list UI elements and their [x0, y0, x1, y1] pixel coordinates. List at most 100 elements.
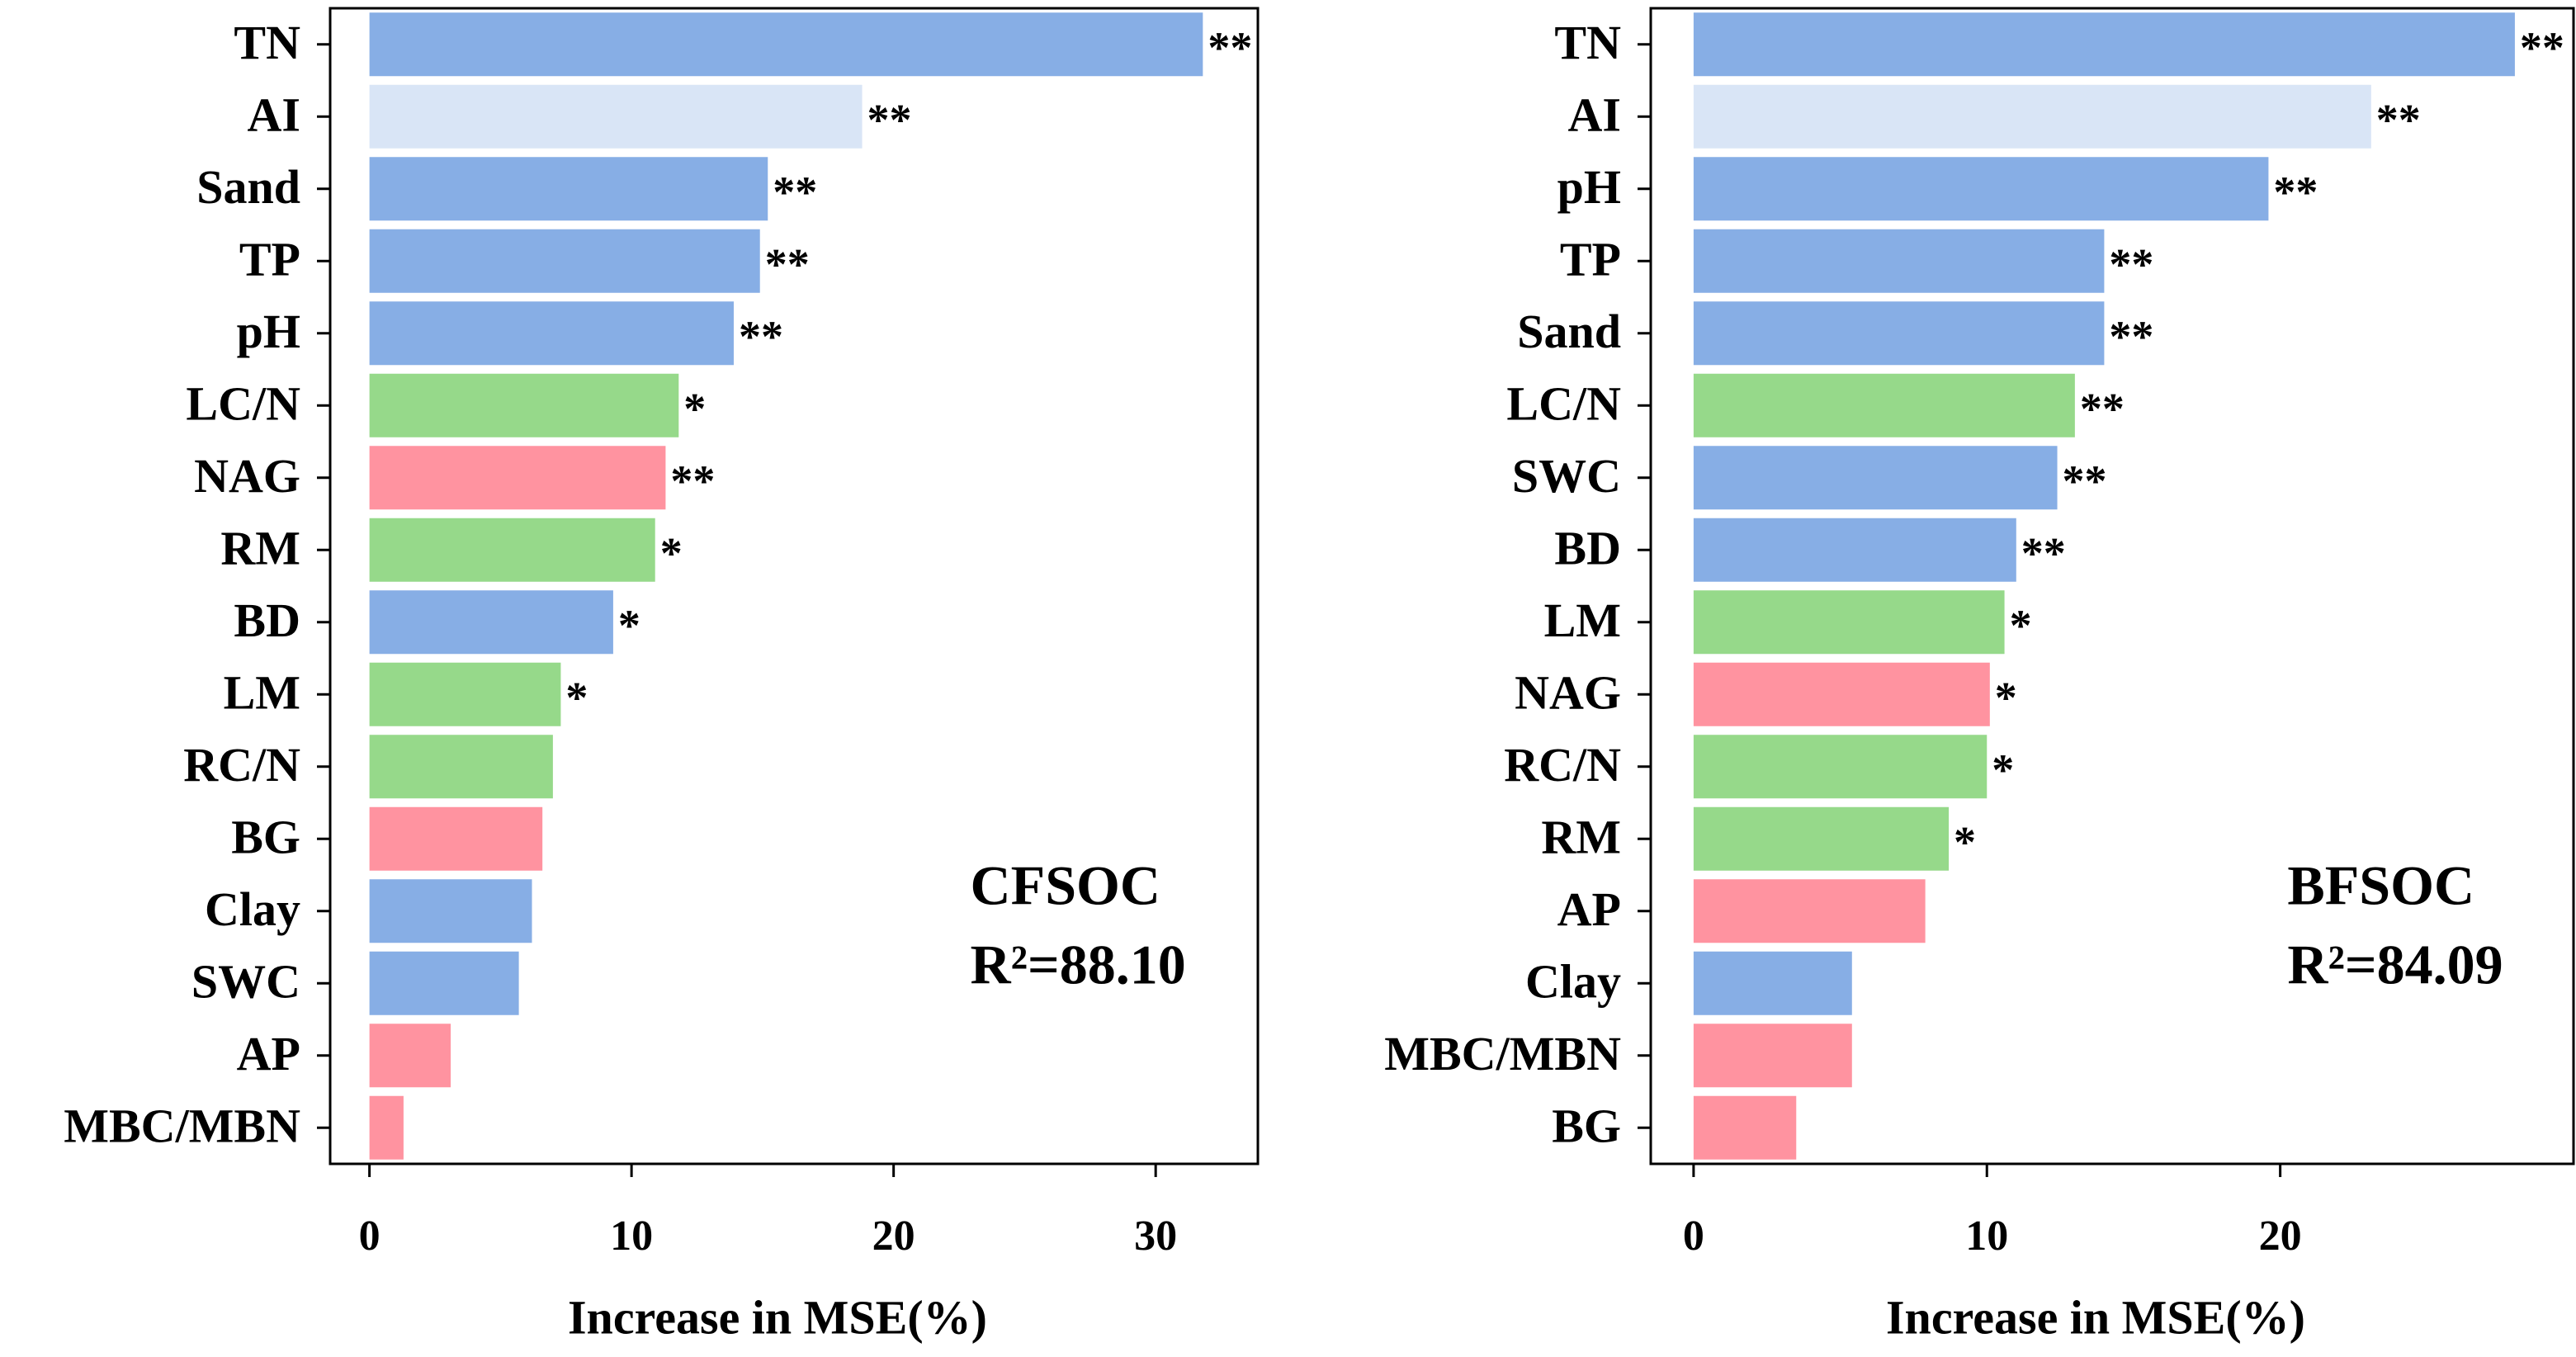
category-label: TN [234, 16, 300, 69]
significance-label: * [2010, 601, 2032, 650]
bar [1693, 229, 2105, 293]
category-label: TP [239, 233, 300, 286]
significance-label: ** [2520, 23, 2564, 73]
bar [1693, 662, 1990, 726]
category-label: NAG [1515, 666, 1621, 720]
significance-label: ** [773, 168, 817, 217]
category-label: BG [1552, 1099, 1621, 1153]
significance-label: ** [1208, 23, 1252, 73]
category-label: BG [231, 811, 300, 864]
significance-label: ** [867, 96, 912, 145]
category-label: LM [1544, 593, 1621, 647]
bar [369, 951, 519, 1015]
x-axis-title: Increase in MSE(%) [1886, 1290, 2305, 1344]
bar [369, 1095, 404, 1160]
annotation: R²=88.10 [971, 934, 1186, 996]
significance-label: ** [2021, 529, 2066, 579]
x-tick-label: 0 [1683, 1213, 1704, 1260]
x-tick-label: 20 [2259, 1213, 2302, 1260]
category-label: NAG [194, 449, 300, 503]
bar [1693, 301, 2105, 366]
bar [1693, 157, 2269, 221]
significance-label: ** [2080, 385, 2125, 434]
bar [369, 373, 679, 437]
x-tick-label: 10 [610, 1213, 653, 1260]
bar [369, 1024, 451, 1088]
category-label: Sand [196, 160, 300, 214]
bar [369, 735, 553, 799]
x-tick-label: 20 [872, 1213, 915, 1260]
significance-label: ** [2376, 96, 2421, 145]
significance-label: * [618, 601, 640, 650]
bar [1693, 951, 1852, 1015]
category-label: SWC [1512, 449, 1621, 503]
significance-label: ** [670, 456, 715, 506]
category-label: MBC/MBN [64, 1099, 300, 1153]
bar [369, 12, 1203, 77]
significance-label: ** [2273, 168, 2318, 217]
bar [1693, 518, 2016, 582]
category-label: LC/N [1506, 377, 1621, 431]
bar [1693, 879, 1926, 943]
significance-label: ** [739, 312, 783, 362]
significance-label: ** [765, 240, 810, 290]
bar [1693, 735, 1988, 799]
significance-label: * [1954, 818, 1976, 868]
category-label: RM [1541, 811, 1621, 864]
bar [1693, 84, 2371, 149]
bar [1693, 373, 2075, 437]
category-label: AP [1557, 882, 1621, 936]
category-label: AI [1568, 88, 1621, 142]
category-label: Clay [205, 882, 300, 936]
x-tick-label: 10 [1965, 1213, 2008, 1260]
bar [369, 157, 768, 221]
category-label: AP [237, 1027, 300, 1080]
category-label: TP [1560, 233, 1621, 286]
plot-frame [1649, 7, 2575, 1166]
significance-label: * [1992, 745, 2014, 795]
category-label: LC/N [186, 377, 300, 431]
bar [1693, 1095, 1797, 1160]
bar [1693, 12, 2515, 77]
bar [1693, 446, 2058, 510]
annotation: R²=84.09 [2287, 934, 2503, 996]
significance-label: * [683, 385, 706, 434]
annotation: CFSOC [971, 854, 1160, 917]
bar [1693, 1024, 1852, 1088]
significance-label: ** [2109, 240, 2153, 290]
significance-label: * [565, 674, 588, 723]
x-tick-label: 30 [1134, 1213, 1177, 1260]
bar [369, 301, 734, 366]
bar [1693, 590, 2005, 655]
bar [369, 590, 613, 655]
category-label: pH [1557, 160, 1621, 214]
significance-label: ** [2063, 456, 2107, 506]
bar [369, 229, 760, 293]
x-tick-label: 0 [359, 1213, 380, 1260]
bar [369, 84, 863, 149]
category-label: RC/N [1504, 738, 1621, 792]
annotation: BFSOC [2287, 854, 2474, 917]
category-label: LM [224, 666, 300, 720]
category-label: SWC [191, 955, 300, 1009]
category-label: RC/N [183, 738, 300, 792]
category-label: RM [220, 522, 300, 575]
bar [369, 806, 543, 871]
significance-label: * [1995, 674, 2017, 723]
category-label: Sand [1517, 305, 1621, 358]
category-label: Clay [1525, 955, 1621, 1009]
significance-label: ** [2109, 312, 2153, 362]
bar [369, 446, 666, 510]
plot-frame [328, 7, 1260, 1166]
bar [369, 662, 561, 726]
x-axis-title: Increase in MSE(%) [568, 1290, 987, 1344]
category-label: MBC/MBN [1384, 1027, 1621, 1080]
category-label: pH [237, 305, 300, 358]
bar [369, 518, 655, 582]
bar [369, 879, 532, 943]
significance-label: * [660, 529, 683, 579]
category-label: BD [234, 593, 300, 647]
category-label: BD [1554, 522, 1621, 575]
category-label: AI [248, 88, 300, 142]
